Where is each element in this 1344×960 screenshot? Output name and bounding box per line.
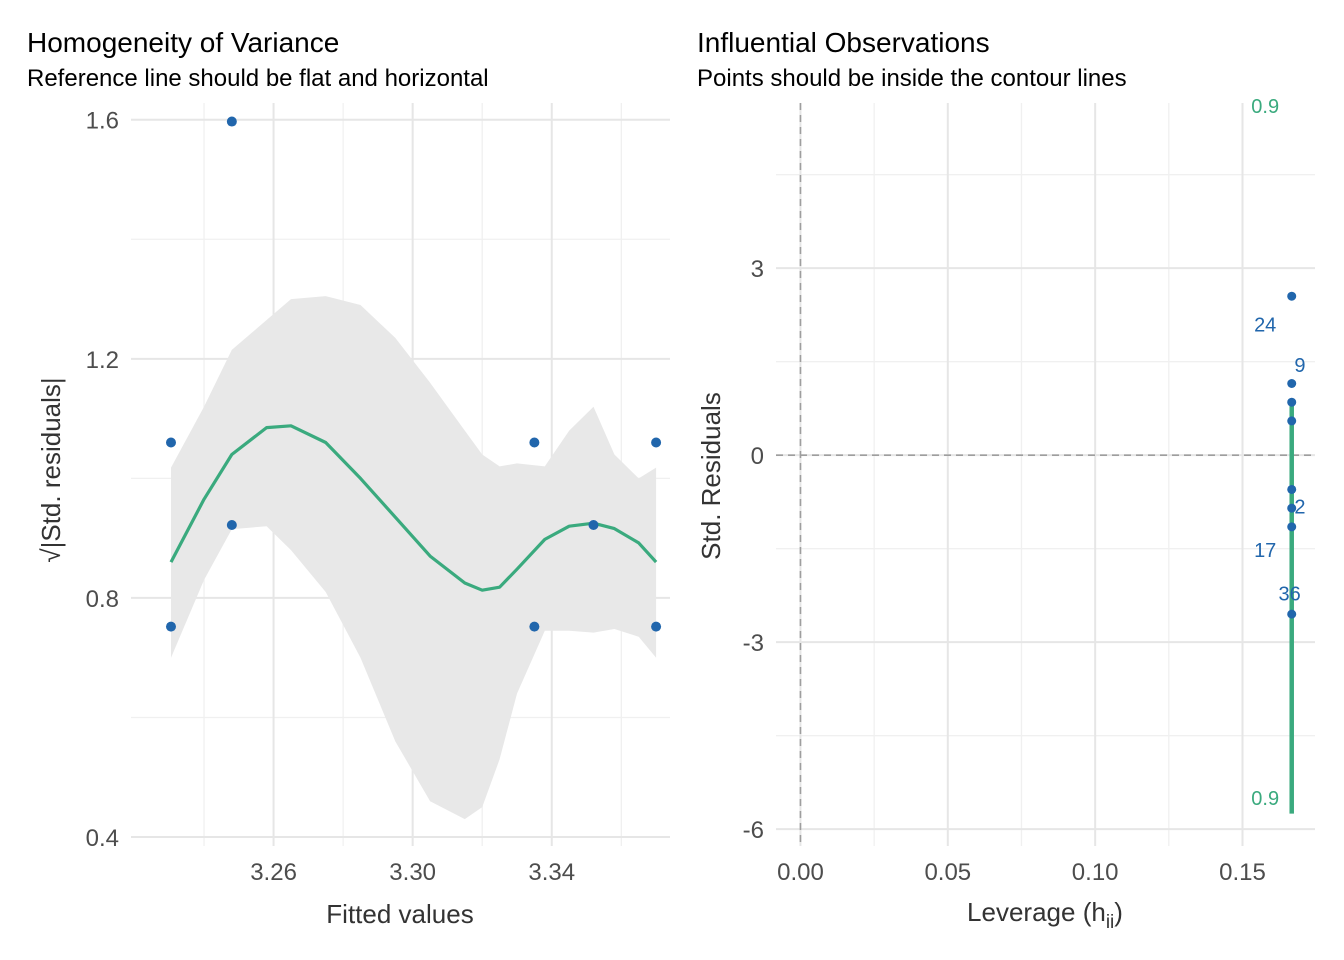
- y-tick-label: 0: [751, 443, 764, 470]
- y-tick-label: 1.2: [86, 347, 119, 374]
- panel2-gridlines: [776, 103, 1315, 846]
- data-point: [588, 520, 599, 531]
- data-point: [1287, 291, 1297, 301]
- data-point: [1287, 397, 1297, 407]
- data-point: [1287, 522, 1297, 532]
- y-tick-label: -6: [743, 817, 764, 844]
- y-tick-label: 0.8: [86, 586, 119, 613]
- panel1-x-axis-title: Fitted values: [326, 899, 473, 929]
- contour-label: 0.9: [1251, 96, 1279, 118]
- homogeneity-panel: Homogeneity of Variance Reference line s…: [27, 27, 670, 929]
- point-label: 36: [1279, 584, 1301, 606]
- confidence-band: [171, 296, 657, 820]
- panel2-x-axis-title: Leverage (hii): [967, 897, 1123, 933]
- contour-label: 0.9: [1251, 788, 1279, 810]
- point-label: 24: [1254, 314, 1276, 336]
- y-tick-label: 3: [751, 256, 764, 283]
- data-point: [165, 437, 176, 448]
- panel1-confidence-band: [171, 296, 657, 820]
- x-tick-label: 0.10: [1072, 859, 1119, 886]
- data-point: [651, 621, 662, 632]
- data-point: [1287, 503, 1297, 513]
- data-point: [165, 621, 176, 632]
- point-label: 9: [1294, 355, 1305, 377]
- data-point: [1287, 484, 1297, 494]
- y-tick-label: 0.4: [86, 825, 119, 852]
- panel2-points: [1287, 291, 1297, 619]
- point-label: 2: [1294, 496, 1305, 518]
- x-tick-label: 0.05: [924, 859, 971, 886]
- panel2-reference-lines: [776, 103, 1315, 846]
- data-point: [1287, 609, 1297, 619]
- panel1-title: Homogeneity of Variance: [27, 27, 339, 58]
- influential-panel: Influential Observations Points should b…: [696, 27, 1315, 933]
- panel1-y-axis-title: √|Std. residuals|: [36, 377, 66, 562]
- data-point: [226, 116, 237, 127]
- y-tick-label: -3: [743, 630, 764, 657]
- point-label: 17: [1254, 540, 1276, 562]
- y-tick-label: 1.6: [86, 108, 119, 135]
- x-tick-label: 3.26: [250, 859, 297, 886]
- data-point: [529, 621, 540, 632]
- panel2-y-axis-title: Std. Residuals: [696, 392, 726, 560]
- data-point: [529, 437, 540, 448]
- x-tick-label: 0.00: [777, 859, 824, 886]
- data-point: [1287, 416, 1297, 426]
- panel2-subtitle: Points should be inside the contour line…: [697, 65, 1127, 92]
- panel2-tick-labels: 0.00 0.05 0.10 0.15 -6 -3 0 3: [743, 256, 1266, 886]
- data-point: [226, 520, 237, 531]
- data-point: [651, 437, 662, 448]
- panel2-title: Influential Observations: [697, 27, 990, 58]
- panel1-tick-labels: 3.26 3.30 3.34 0.4 0.8 1.2 1.6: [86, 108, 576, 886]
- panel1-subtitle: Reference line should be flat and horizo…: [27, 65, 489, 92]
- panel1-points: [165, 116, 662, 632]
- data-point: [1287, 378, 1297, 388]
- x-tick-label: 0.15: [1219, 859, 1266, 886]
- x-tick-label: 3.34: [528, 859, 575, 886]
- x-tick-label: 3.30: [389, 859, 436, 886]
